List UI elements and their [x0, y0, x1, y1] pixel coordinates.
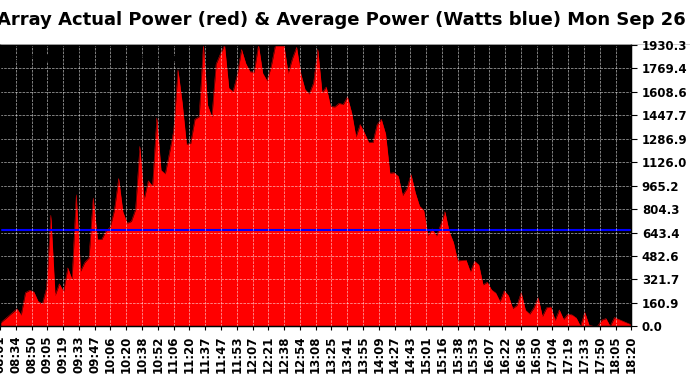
- Text: West Array Actual Power (red) & Average Power (Watts blue) Mon Sep 26 18:29: West Array Actual Power (red) & Average …: [0, 11, 690, 29]
- Text: Copyright 2011 Cartronics.com: Copyright 2011 Cartronics.com: [6, 54, 180, 63]
